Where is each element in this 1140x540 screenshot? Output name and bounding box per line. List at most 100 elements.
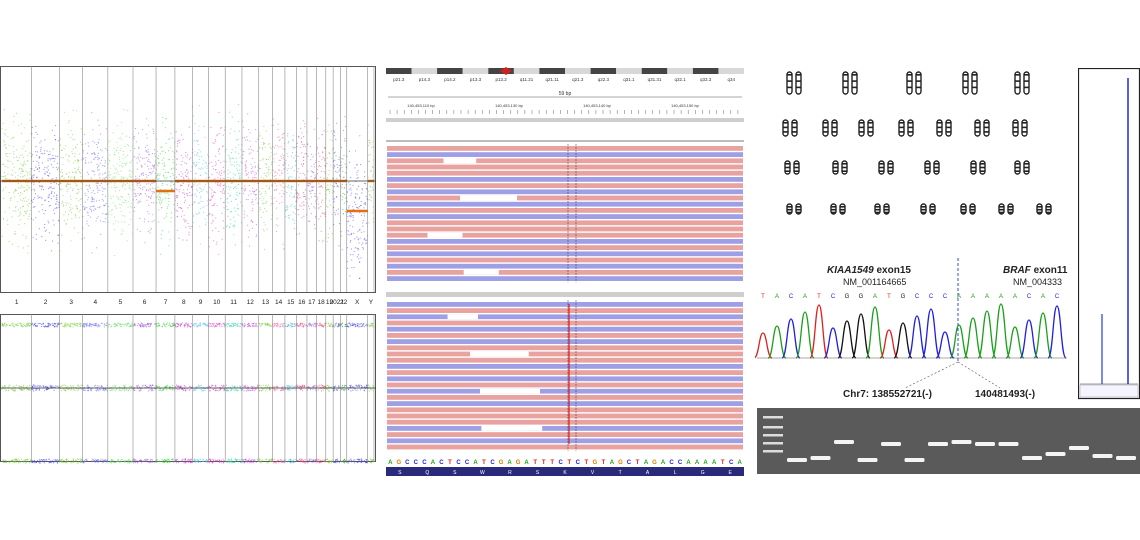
cnv-baf-point [309,323,311,325]
cnv-point [297,184,300,186]
cnv-point [158,221,160,223]
cnv-point [303,215,305,217]
cnv-point [127,206,129,208]
cnv-point [350,189,352,191]
cnv-point [205,161,207,163]
cnv-point [281,201,283,203]
cnv-point [334,214,336,216]
cnv-point [151,221,153,223]
cnv-baf-point [217,323,219,325]
cnv-point [249,245,251,247]
cnv-point [35,238,37,240]
cnv-baf-point [318,385,320,387]
cnv-baf-point [159,388,161,390]
cnv-point [62,202,64,204]
cnv-point [126,240,128,242]
cnv-point [57,155,59,158]
cnv-baf-point [225,384,227,386]
cnv-baf-point [315,389,317,391]
cnv-point [155,163,157,165]
cnv-point [329,152,331,154]
cnv-baf-point [209,461,212,463]
cnv-point [346,230,348,232]
cnv-point [262,159,264,161]
cnv-point [83,206,85,208]
cnv-point [321,212,323,214]
cnv-baf-point [5,389,7,391]
cnv-point [350,194,352,196]
cnv-point [350,187,352,189]
cnv-point [315,149,318,151]
cnv-point [314,227,316,230]
cnv-point [329,204,331,206]
cnv-point [138,194,140,196]
cnv-baf-point [289,385,291,387]
cnv-baf-point [338,322,340,324]
cnv-point [96,144,98,146]
cnv-baf-point [138,460,140,462]
cnv-point [50,187,52,189]
cnv-top-frame [0,66,376,293]
cnv-baf-point [78,323,80,325]
cnv-point [26,189,28,191]
cnv-baf-point [11,388,13,390]
cnv-point [192,185,194,187]
cnv-baf-point [319,324,321,326]
cnv-point [2,176,4,178]
cnv-point [192,141,194,143]
cnv-baf-point [93,385,96,387]
cnv-baf-point [143,326,145,328]
cnv-baf-point [215,325,217,327]
cnv-point [44,173,46,175]
cnv-baf-point [330,460,332,462]
cnv-point [27,218,29,220]
cnv-baf-point [243,385,245,387]
cnv-point [360,214,363,216]
cnv-point [118,156,120,158]
cnv-point [18,192,20,194]
cnv-point [57,162,59,164]
cnv-point [212,142,214,144]
cnv-point [125,177,127,179]
cnv-baf-point [361,325,364,327]
cnv-point [209,213,211,215]
cnv-baf-point [86,325,88,327]
cnv-baf-point [108,462,110,464]
cnv-point [361,192,363,194]
cnv-point [282,148,284,150]
cnv-point [299,172,301,174]
cnv-point [97,166,99,168]
cnv-point [152,187,154,189]
cnv-baf-point [320,384,323,386]
cnv-baf-point [99,325,101,327]
cnv-point [108,174,110,176]
cnv-point [211,189,213,191]
cnv-point [238,177,240,180]
cnv-point [114,167,116,169]
cnv-point [14,233,16,235]
cnv-point [109,154,111,156]
cnv-point [217,183,219,185]
cnv-point [16,156,18,158]
cnv-point [284,185,286,187]
cnv-baf-point [281,386,283,388]
cnv-point [228,186,230,188]
cnv-baf-point [344,459,346,462]
cnv-point [147,124,149,126]
cnv-baf-point [139,389,141,391]
cnv-point [17,201,19,203]
cnv-baf-point [194,459,196,461]
cnv-point [11,169,14,171]
cnv-point [250,172,253,174]
cnv-point [5,154,7,156]
cnv-baf-point [4,460,6,462]
cnv-point [95,220,97,222]
cnv-point [87,189,89,191]
cnv-point [252,176,254,179]
cnv-point [175,164,177,166]
cnv-baf-point [292,386,294,388]
cnv-point [131,171,133,173]
cnv-point [165,192,167,194]
cnv-baf-point [286,384,288,387]
cnv-point [301,143,303,145]
